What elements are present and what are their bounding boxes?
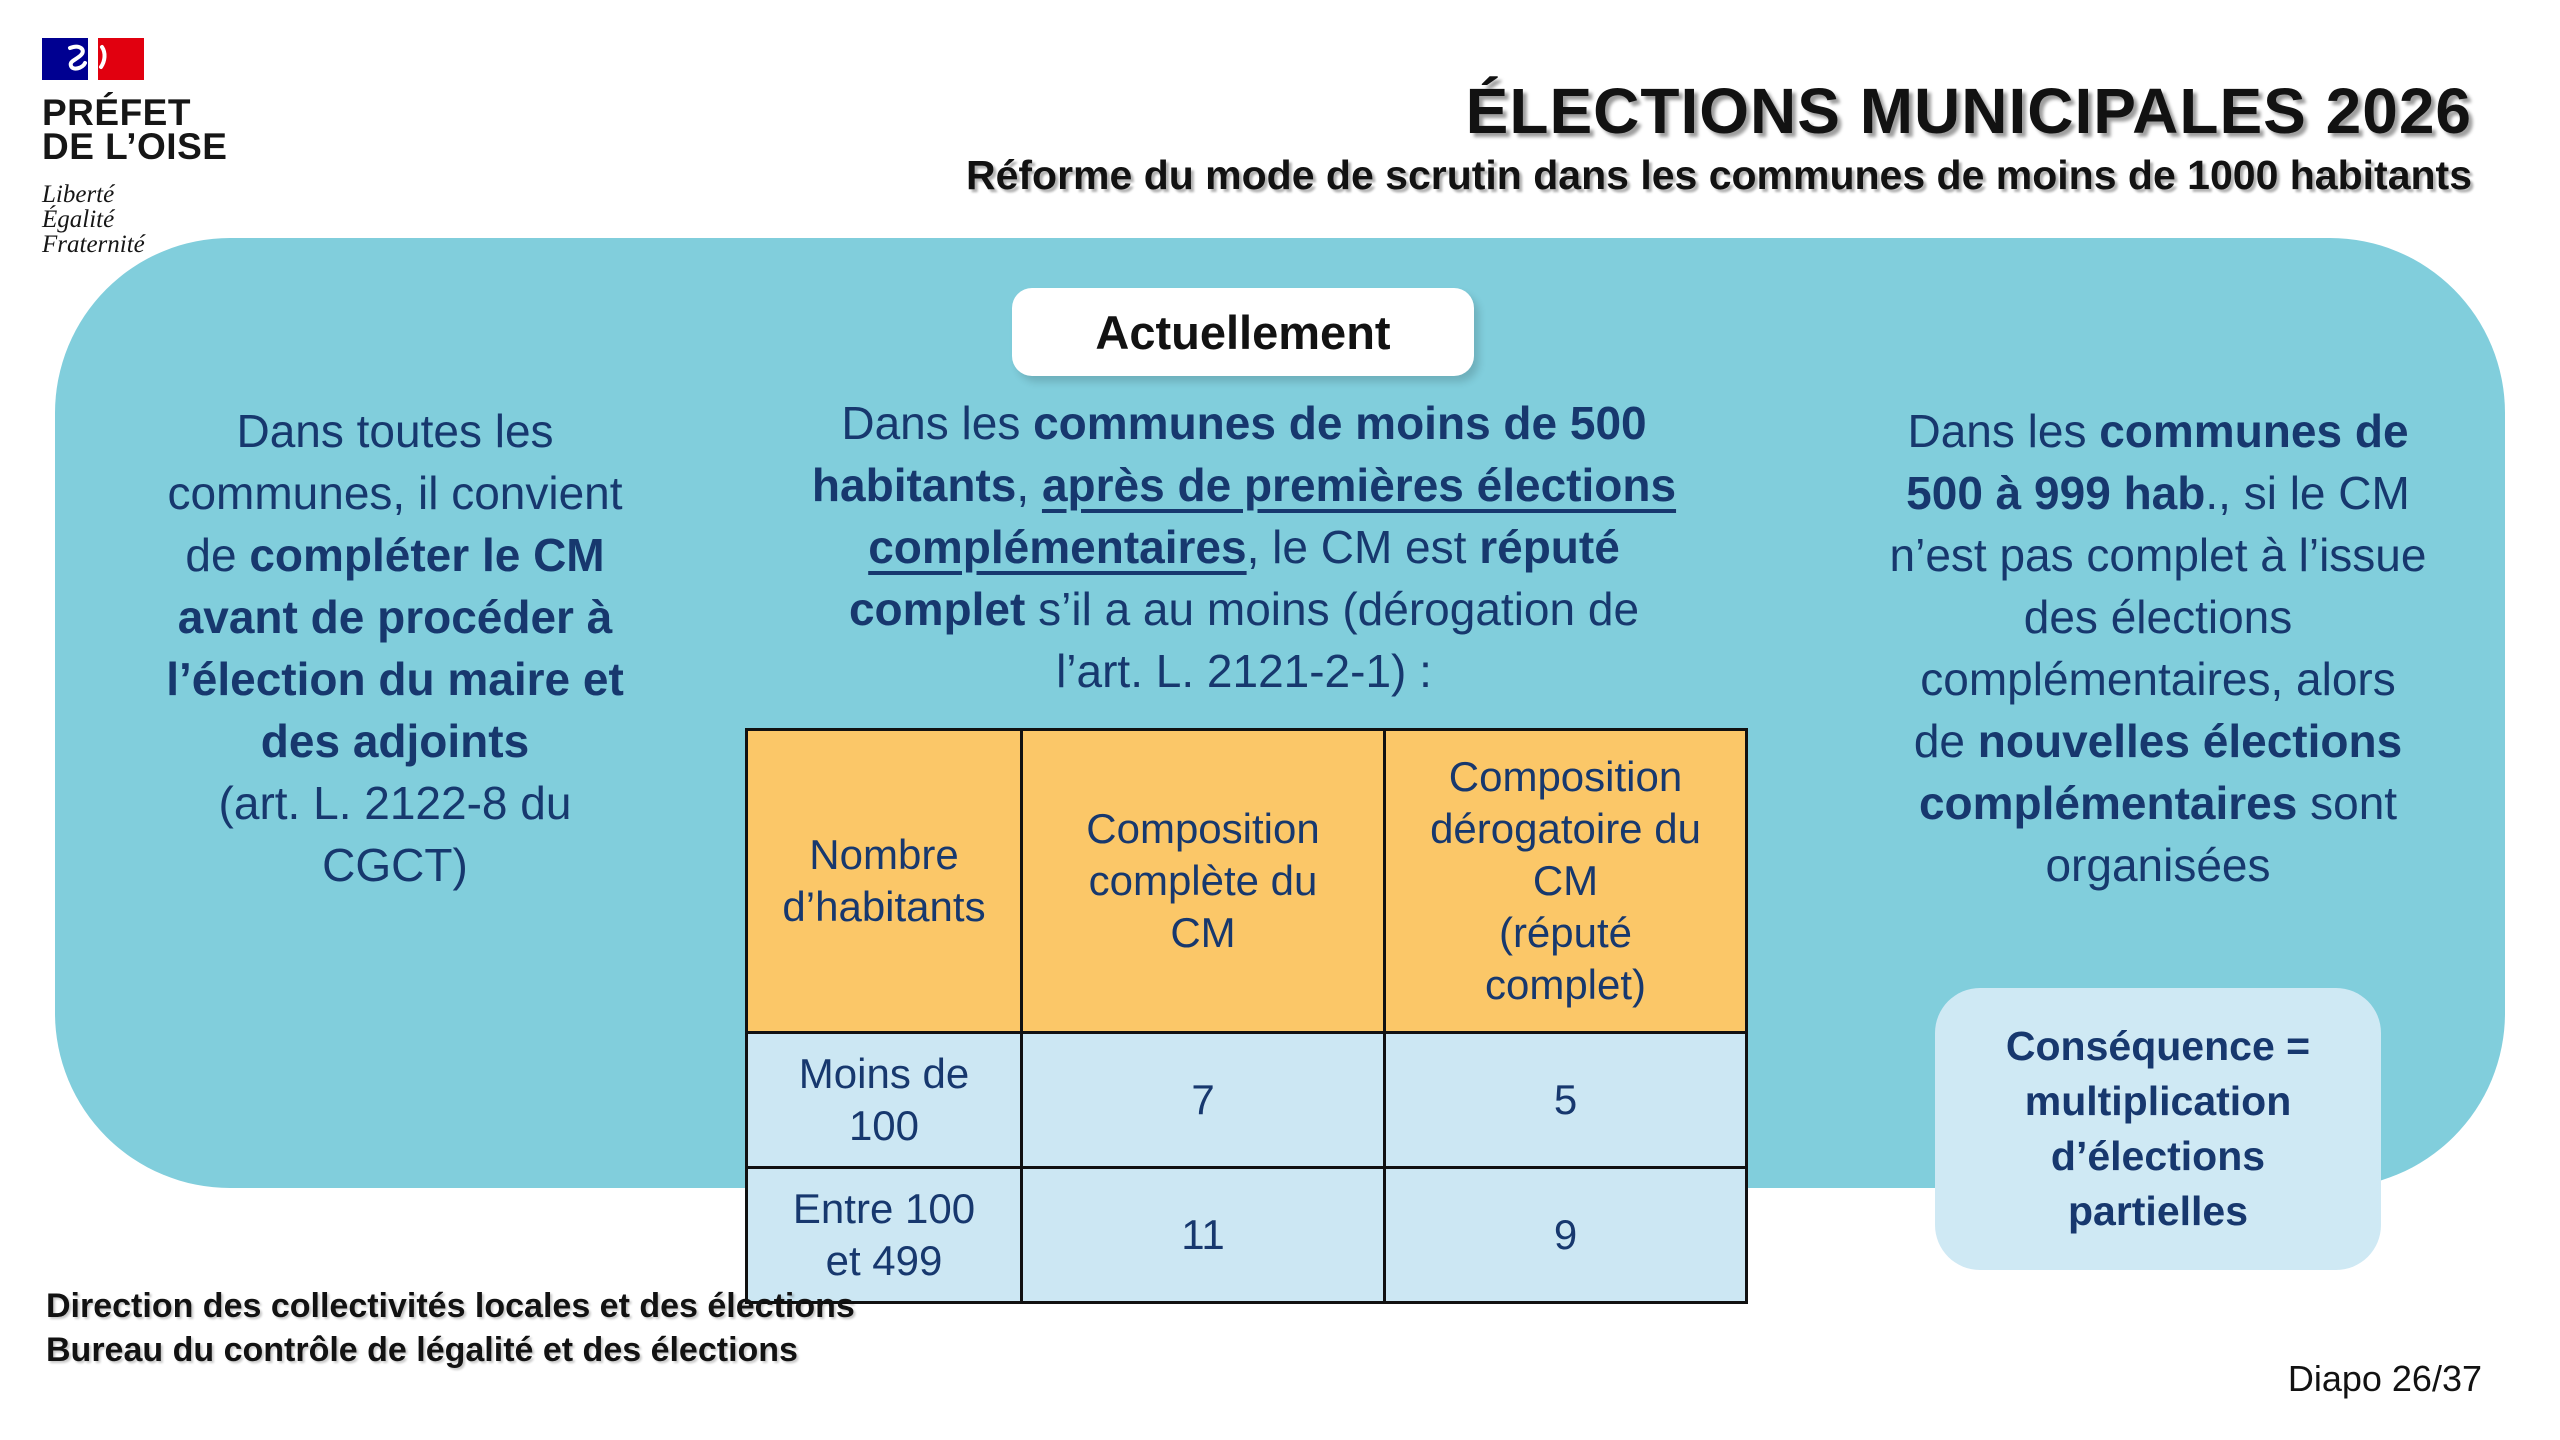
prefecture-name-line2: DE L’OISE [42,126,228,167]
cell-composition-derogatoire: 9 [1383,1166,1748,1304]
prefecture-name: PRÉFET DE L’OISE [42,92,228,167]
table-row-moins-100: Moins de 100 7 5 [745,1031,1748,1169]
table-row-entre-100-499: Entre 100 et 499 11 9 [745,1166,1748,1304]
cell-composition-complete: 11 [1020,1166,1386,1304]
header-block: ÉLECTIONS MUNICIPALES 2026 Réforme du mo… [966,74,2472,200]
motto-fraternite: Fraternité [42,231,145,258]
composition-table: Nombre d’habitants Composition complète … [745,728,1748,1304]
paragraph-communes-moins-500: Dans les communes de moins de 500 habita… [811,397,1677,697]
cell-tranche: Entre 100 et 499 [745,1166,1023,1304]
cell-tranche: Moins de 100 [745,1031,1023,1169]
french-flag-icon [42,38,144,80]
motto-egalite: Égalité [42,206,115,233]
footer-direction: Direction des collectivités locales et d… [46,1287,855,1325]
footer-block: Direction des collectivités locales et d… [46,1284,855,1372]
table-header-row: Nombre d’habitants Composition complète … [745,728,1748,1034]
paragraph-all-communes: Dans toutes les communes, il convient de… [166,405,624,891]
page-title: ÉLECTIONS MUNICIPALES 2026 [1465,75,2472,147]
header-cell-composition-complete: Composition complète du CM [1020,728,1386,1034]
motto-liberte: Liberté [42,181,115,208]
marianne-logo: PRÉFET DE L’OISE Liberté Égalité Fratern… [42,38,227,257]
republic-motto: Liberté Égalité Fraternité [42,182,227,257]
header-cell-nombre-habitants: Nombre d’habitants [745,728,1023,1034]
badge-actuellement: Actuellement [1012,288,1474,376]
slide-number: Diapo 26/37 [2287,1358,2482,1399]
header-cell-composition-derogatoire: Composition dérogatoire du CM (réputé co… [1383,728,1748,1034]
page-subtitle: Réforme du mode de scrutin dans les comm… [965,152,2472,198]
prefecture-name-line1: PRÉFET [42,92,191,133]
footer-bureau: Bureau du contrôle de légalité et des él… [46,1331,798,1369]
consequence-box: Conséquence = multiplication d’élections… [1935,988,2381,1270]
paragraph-communes-500-999: Dans les communes de 500 à 999 hab., si … [1889,405,2427,891]
cell-composition-complete: 7 [1020,1031,1386,1169]
cell-composition-derogatoire: 5 [1383,1031,1748,1169]
